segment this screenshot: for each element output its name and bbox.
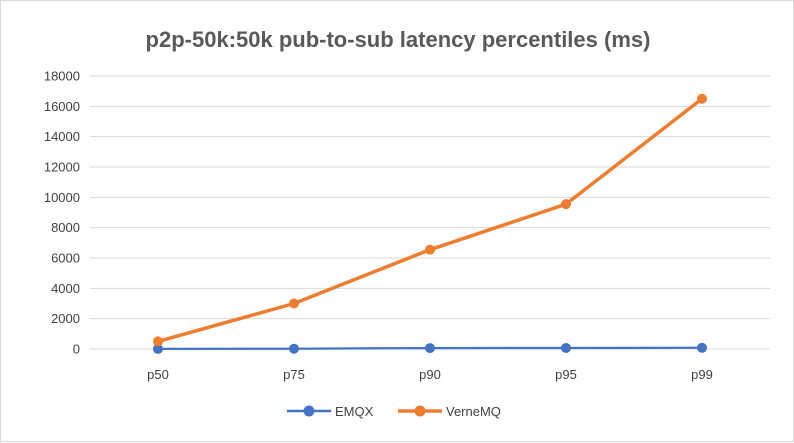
y-tick-label: 12000	[44, 160, 80, 175]
legend-item-vernemq: VerneMQ	[398, 404, 501, 419]
data-point	[153, 343, 163, 354]
y-tick-label: 0	[73, 342, 80, 357]
y-tick-label: 18000	[44, 69, 80, 84]
series-line	[156, 97, 704, 344]
data-point	[561, 342, 571, 353]
x-axis-ticks: p50 p75 p90 p95 p99	[147, 367, 713, 382]
data-point	[153, 336, 163, 347]
y-tick-label: 2000	[51, 311, 80, 326]
chart-title: p2p-50k:50k pub-to-sub latency percentil…	[146, 27, 651, 52]
legend-label: EMQX	[335, 404, 374, 419]
y-tick-label: 6000	[51, 251, 80, 266]
gridlines	[90, 75, 770, 350]
data-point	[697, 342, 707, 353]
x-tick-label: p99	[691, 367, 713, 382]
data-point	[425, 244, 435, 255]
data-point	[697, 93, 707, 104]
y-tick-label: 4000	[51, 281, 80, 296]
legend-swatch-marker	[303, 405, 315, 417]
x-tick-label: p75	[283, 367, 305, 382]
x-tick-label: p95	[555, 367, 577, 382]
data-point	[289, 343, 299, 354]
legend-item-emqx: EMQX	[287, 404, 374, 419]
data-point	[561, 199, 571, 210]
series-lines	[153, 93, 707, 354]
legend-label: VerneMQ	[446, 404, 501, 419]
series-vernemq	[153, 93, 707, 347]
x-tick-label: p50	[147, 367, 169, 382]
legend-swatch-marker	[414, 405, 426, 417]
legend: EMQX VerneMQ	[287, 404, 501, 419]
y-tick-label: 16000	[44, 99, 80, 114]
data-point	[289, 298, 299, 309]
y-tick-label: 10000	[44, 190, 80, 205]
x-tick-label: p90	[419, 367, 441, 382]
y-tick-label: 8000	[51, 220, 80, 235]
data-point	[425, 343, 435, 354]
series-emqx	[153, 342, 707, 354]
y-tick-label: 14000	[44, 129, 80, 144]
y-axis-ticks: 0 2000 4000 6000 8000 10000 12000 14000 16000 180…	[44, 69, 80, 357]
